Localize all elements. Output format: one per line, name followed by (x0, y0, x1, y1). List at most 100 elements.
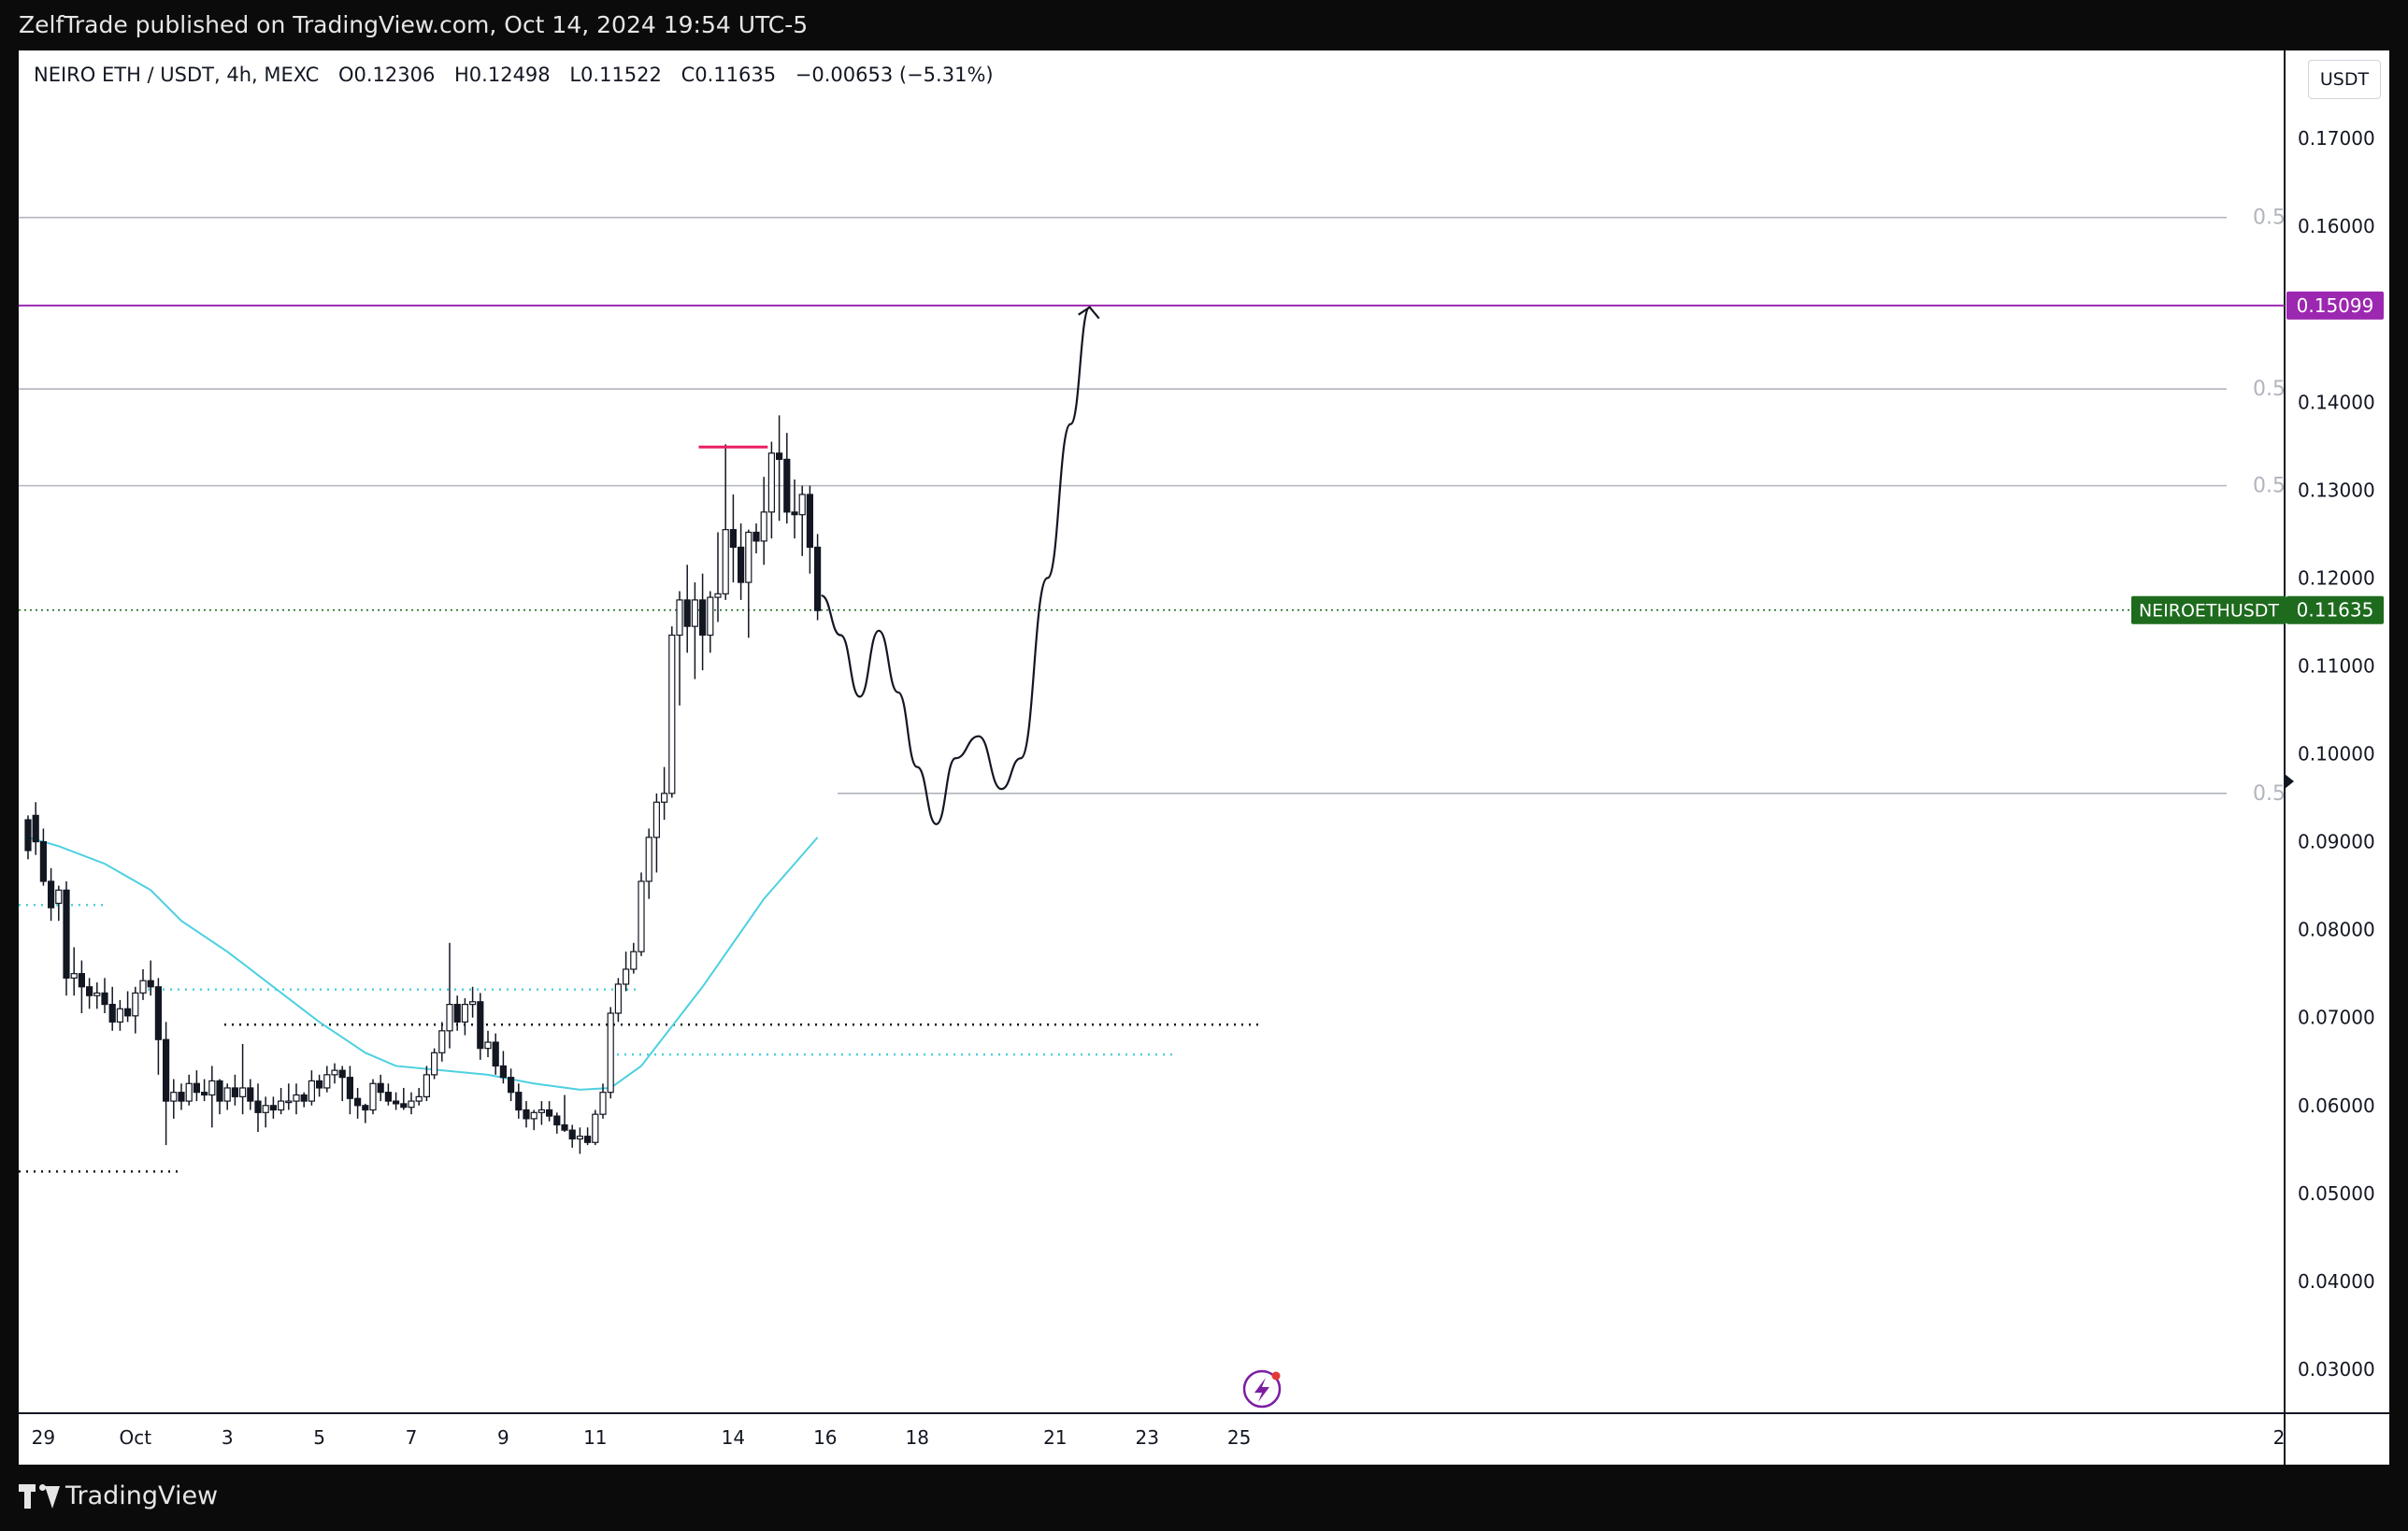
replay-icon-ring (1242, 1369, 1282, 1409)
x-tick-label: 21 (1043, 1426, 1067, 1449)
last-price-badge (2286, 595, 2384, 624)
bear-candle (806, 494, 814, 549)
bull-candle (660, 793, 668, 803)
bear-candle (85, 986, 93, 996)
target-price-badge (2286, 291, 2384, 320)
price-unit-selector[interactable]: USDT (2308, 60, 2381, 99)
bear-candle (101, 992, 108, 1006)
bull-candle (691, 599, 699, 627)
open-value: O0.12306 (337, 64, 436, 86)
y-tick-label: 0.03000 (2298, 1358, 2375, 1381)
ticker-badge (2131, 595, 2286, 624)
x-tick-label: 7 (406, 1426, 418, 1449)
last-price-label: 0.11635 (2297, 599, 2374, 622)
lightning-icon (1254, 1378, 1269, 1402)
bull-candle (323, 1074, 331, 1089)
bear-candle (254, 1100, 262, 1113)
x-tick-label: 29 (32, 1426, 55, 1449)
bull-candle (599, 1092, 607, 1115)
bull-candle (285, 1100, 293, 1104)
x-tick-label: 5 (313, 1426, 325, 1449)
fib-level-label: 0.5 (2253, 475, 2286, 498)
bear-candle (193, 1082, 200, 1094)
bull-candle (278, 1100, 285, 1111)
close-value: C0.11635 (681, 64, 777, 86)
bull-candle (208, 1080, 216, 1096)
bull-candle (308, 1080, 315, 1102)
bear-candle (201, 1092, 208, 1096)
bear-candle (813, 546, 822, 611)
bear-candle (499, 1065, 508, 1079)
bear-candle (269, 1105, 277, 1111)
bull-candle (438, 1030, 446, 1053)
bear-candle (568, 1129, 576, 1140)
y-tick-label: 0.16000 (2298, 215, 2375, 237)
change-value: −0.00653 (−5.31%) (795, 64, 994, 86)
bear-candle (507, 1077, 515, 1094)
bull-candle (70, 973, 78, 979)
y-tick-label: 0.07000 (2298, 1007, 2375, 1029)
bull-candle (538, 1109, 546, 1113)
bear-candle (39, 840, 47, 882)
bear-candle (316, 1080, 323, 1089)
bear-candle (791, 511, 798, 516)
price-chart[interactable]: 0.17000 0.16000 0.14000 0.13000 0.12000 0.110… (19, 50, 2389, 1465)
bear-candle (247, 1087, 254, 1102)
x-tick-label: 11 (583, 1426, 607, 1449)
x-tick-label: 2 (2273, 1426, 2286, 1449)
bull-candle (707, 596, 714, 637)
high-value: H0.12498 (454, 64, 551, 86)
bull-candle (331, 1069, 338, 1076)
bear-candle (561, 1123, 568, 1131)
bear-candle (583, 1136, 592, 1143)
y-tick-label: 0.05000 (2298, 1182, 2375, 1205)
bear-candle (346, 1077, 353, 1099)
chart-panel[interactable]: 0.17000 0.16000 0.14000 0.13000 0.12000 0.110… (19, 50, 2389, 1465)
bull-candle (484, 1041, 492, 1050)
y-tick-label: 0.09000 (2298, 831, 2375, 853)
bear-candle (338, 1069, 346, 1079)
moving-average-line (27, 836, 819, 1091)
bear-candle (32, 814, 39, 843)
ohlc-legend: NEIRO ETH / USDT, 4h, MEXC O0.12306 H0.1… (34, 64, 1007, 86)
bull-candle (239, 1087, 247, 1097)
bear-candle (492, 1041, 499, 1067)
bear-candle (729, 529, 738, 549)
fib-level-label: 0.5 (2253, 782, 2286, 806)
bull-candle (630, 951, 638, 970)
bull-candle (576, 1136, 584, 1140)
bear-candle (775, 452, 783, 461)
bear-candle (453, 1003, 461, 1023)
bull-candle (262, 1105, 269, 1113)
replay-icon[interactable] (1242, 1369, 1282, 1409)
fib-level-label: 0.5 (2253, 378, 2286, 401)
y-tick-label: 0.06000 (2298, 1095, 2375, 1117)
fib-level-label: 0.5 (2253, 207, 2286, 230)
ticker-label: NEIROETHUSDT (2139, 601, 2279, 622)
bear-candle (515, 1092, 523, 1111)
bull-candle (645, 837, 652, 882)
bull-candle (652, 801, 661, 838)
tradingview-brand: TradingView (65, 1481, 219, 1510)
x-tick-label: Oct (120, 1426, 152, 1449)
bear-candle (384, 1092, 392, 1102)
x-tick-label: 16 (813, 1426, 837, 1449)
bear-candle (231, 1087, 238, 1097)
bear-candle (683, 599, 691, 627)
bear-candle (123, 1008, 132, 1017)
projection-path (821, 306, 1091, 825)
bull-candle (423, 1074, 430, 1097)
tradingview-logo[interactable]: TradingView (19, 1481, 218, 1510)
bull-candle (415, 1095, 423, 1102)
bull-candle (676, 599, 683, 637)
bear-candle (377, 1082, 384, 1094)
bear-candle (523, 1109, 530, 1120)
bear-candle (63, 889, 70, 979)
tradingview-logo-icon (19, 1483, 60, 1509)
bull-candle (614, 983, 623, 1014)
bull-candle (714, 593, 722, 598)
bear-candle (783, 458, 791, 513)
bull-candle (722, 529, 729, 594)
notification-dot (1271, 1371, 1281, 1381)
bull-candle (622, 968, 630, 985)
